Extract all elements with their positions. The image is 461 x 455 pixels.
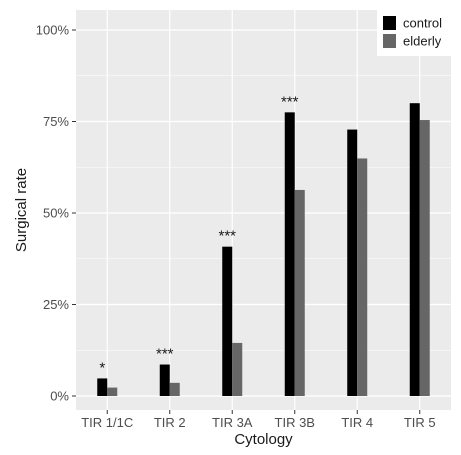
- y-tick-label: 0%: [50, 389, 69, 404]
- plot-panel: [76, 10, 451, 410]
- x-axis-title: Cytology: [234, 431, 293, 448]
- bar-elderly-1: [107, 387, 118, 396]
- significance-label: ***: [218, 228, 236, 245]
- significance-annotations: **********: [99, 93, 298, 376]
- bar-elderly-2: [169, 382, 180, 396]
- bar-control-1: [97, 378, 108, 396]
- y-axis-title: Surgical rate: [13, 168, 30, 252]
- x-tick-label: TIR 5: [404, 415, 436, 430]
- bar-elderly-4: [294, 189, 305, 396]
- bar-control-6: [409, 103, 420, 396]
- y-tick-label: 75%: [43, 114, 69, 129]
- y-axis-ticks: 0% 25% 50% 75% 100%: [36, 23, 76, 404]
- bar-control-3: [222, 246, 233, 396]
- bar-elderly-3: [232, 342, 243, 396]
- significance-label: ***: [281, 93, 299, 110]
- x-tick-label: TIR 3B: [275, 415, 315, 430]
- legend-key-elderly: [383, 34, 396, 48]
- bar-elderly-6: [419, 120, 430, 396]
- bars: [97, 103, 430, 396]
- x-tick-label: TIR 1/1C: [81, 415, 133, 430]
- x-tick-label: TIR 4: [341, 415, 373, 430]
- legend: control elderly: [377, 10, 451, 56]
- bar-control-2: [159, 364, 170, 396]
- legend-key-control: [383, 16, 396, 30]
- legend-label-elderly: elderly: [403, 34, 442, 49]
- significance-label: *: [99, 359, 105, 376]
- significance-label: ***: [156, 346, 174, 363]
- y-tick-label: 25%: [43, 297, 69, 312]
- legend-label-control: control: [403, 16, 442, 31]
- y-tick-label: 100%: [36, 23, 70, 38]
- x-tick-label: TIR 2: [154, 415, 186, 430]
- x-axis-ticks: TIR 1/1C TIR 2 TIR 3A TIR 3B TIR 4 TIR 5: [81, 410, 436, 430]
- y-tick-label: 50%: [43, 206, 69, 221]
- bar-control-5: [347, 129, 358, 396]
- bar-control-4: [284, 112, 295, 396]
- bar-elderly-5: [357, 158, 368, 396]
- x-tick-label: TIR 3A: [212, 415, 253, 430]
